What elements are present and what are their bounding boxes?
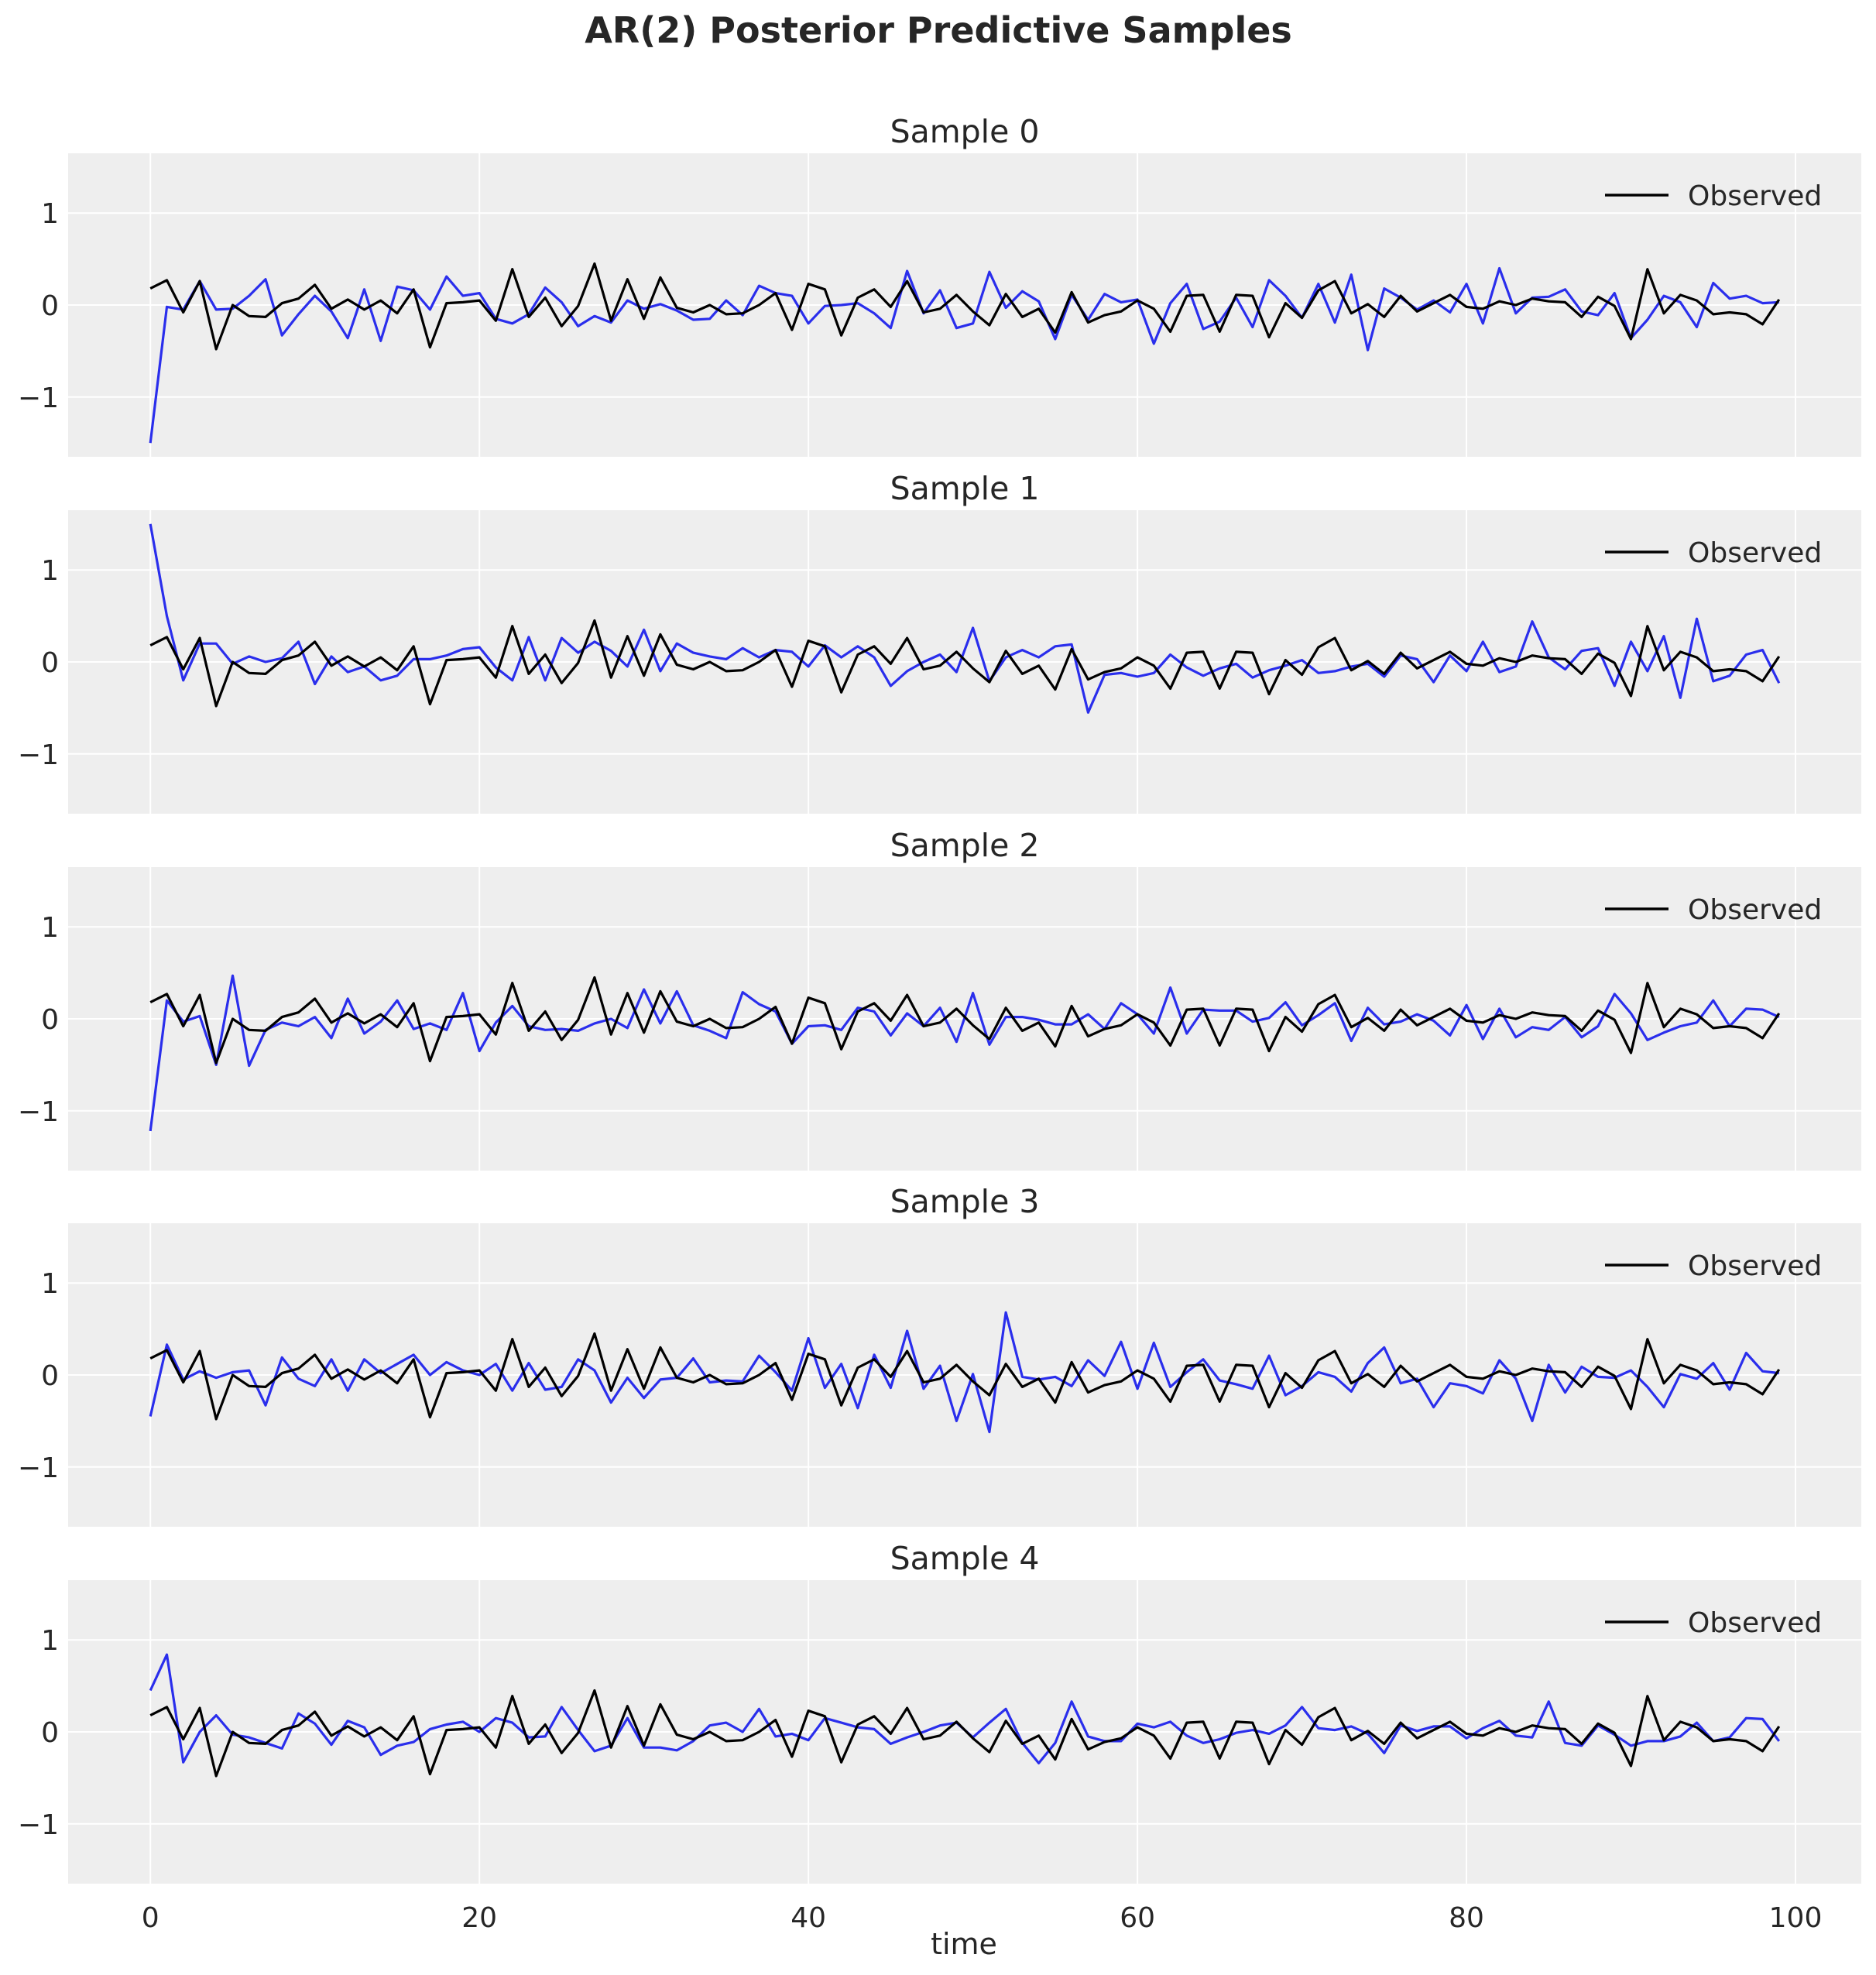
subplot-panels: Sample 0 −1 0 1 Observed Sample 1 −1 0 1 Observed… <box>18 113 1861 1934</box>
subplot-1: Sample 1 −1 0 1 Observed <box>18 470 1861 814</box>
y-tick-label: 0 <box>41 647 59 679</box>
legend-label: Observed <box>1688 894 1822 926</box>
x-tick-label: 60 <box>1120 1902 1155 1934</box>
x-tick-label: 20 <box>461 1902 497 1934</box>
subplot-title: Sample 1 <box>890 470 1040 507</box>
y-tick-label: 1 <box>41 912 59 944</box>
sample-series-line <box>149 1311 1779 1434</box>
sample-series-line <box>149 523 1781 714</box>
subplot-title: Sample 3 <box>890 1183 1040 1220</box>
legend-label: Observed <box>1688 537 1822 569</box>
y-tick-label: −1 <box>18 382 59 414</box>
x-axis-label: time <box>931 1927 997 1961</box>
subplot-2: Sample 2 −1 0 1 Observed <box>18 827 1861 1171</box>
y-tick-label: 0 <box>41 1360 59 1392</box>
legend-label: Observed <box>1688 1250 1822 1282</box>
sample-series-line <box>149 266 1779 444</box>
x-tick-label: 80 <box>1449 1902 1484 1934</box>
subplot-0: Sample 0 −1 0 1 Observed <box>18 113 1861 457</box>
y-tick-label: 0 <box>41 1717 59 1749</box>
x-tick-label: 40 <box>791 1902 826 1934</box>
observed-series-line <box>149 1332 1781 1421</box>
legend-label: Observed <box>1688 180 1822 212</box>
observed-series-line <box>149 619 1781 708</box>
observed-series-line <box>149 262 1781 351</box>
subplot-4: Sample 4 −1 0 1 Observed <box>18 1540 1861 1884</box>
legend-label: Observed <box>1688 1607 1822 1639</box>
y-tick-label: −1 <box>18 1096 59 1128</box>
y-tick-label: 1 <box>41 198 59 230</box>
y-tick-label: 0 <box>41 290 59 322</box>
subplot-title: Sample 0 <box>890 113 1040 150</box>
observed-series-line <box>149 1689 1781 1778</box>
subplot-3: Sample 3 −1 0 1 Observed <box>18 1183 1861 1527</box>
y-tick-label: −1 <box>18 739 59 771</box>
x-tick-label: 100 <box>1769 1902 1823 1934</box>
y-tick-label: 0 <box>41 1004 59 1036</box>
chart-title: AR(2) Posterior Predictive Samples <box>585 9 1292 51</box>
y-tick-label: −1 <box>18 1809 59 1841</box>
y-tick-label: 1 <box>41 1268 59 1300</box>
y-tick-label: 1 <box>41 555 59 587</box>
subplot-title: Sample 2 <box>890 827 1040 864</box>
x-tick-label: 0 <box>142 1902 159 1934</box>
y-tick-label: 1 <box>41 1625 59 1657</box>
observed-series-line <box>149 975 1781 1065</box>
y-tick-label: −1 <box>18 1452 59 1484</box>
subplot-title: Sample 4 <box>890 1540 1040 1577</box>
